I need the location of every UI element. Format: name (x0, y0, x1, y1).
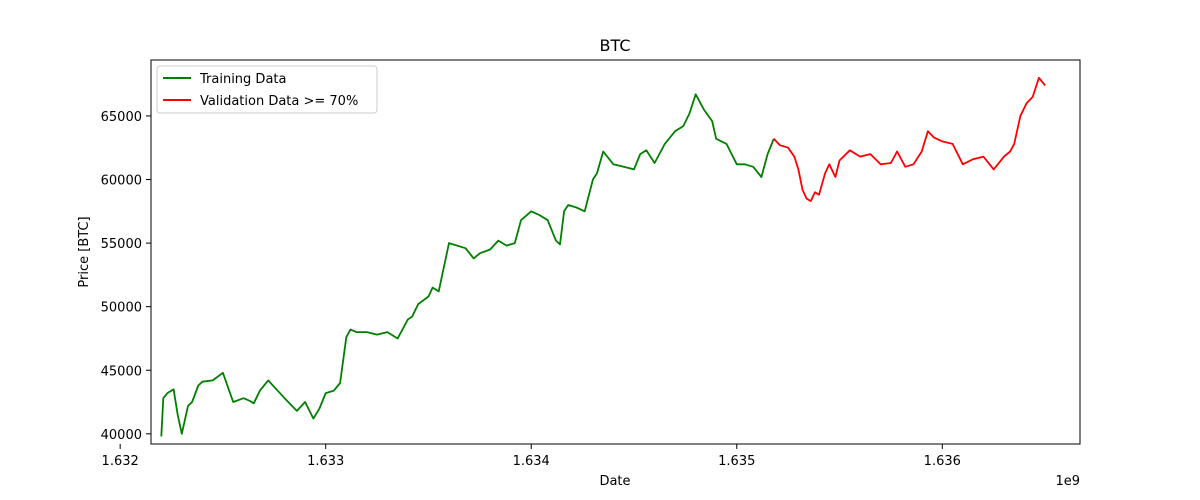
series-line-validation (773, 76, 1046, 203)
plot-frame (150, 59, 1081, 445)
legend-box (156, 65, 378, 114)
y-axis-title: Price [BTC] (77, 216, 92, 287)
x-axis: 1.632 1.633 1.634 1.635 1.636 (102, 444, 961, 469)
x-tick-label: 1.635 (718, 454, 755, 469)
x-tick-label: 1.632 (102, 454, 139, 469)
legend-label-training: Training Data (199, 72, 286, 87)
y-tick-label: 45000 (101, 364, 142, 379)
x-tick-label: 1.634 (513, 454, 550, 469)
x-axis-offset-label: 1e9 (1055, 474, 1080, 489)
y-tick-label: 40000 (101, 428, 142, 443)
x-axis-title: Date (599, 474, 630, 489)
y-tick-label: 60000 (101, 174, 142, 189)
x-tick-label: 1.636 (924, 454, 961, 469)
series-line-training (160, 93, 775, 437)
x-tick-label: 1.633 (307, 454, 344, 469)
legend: Training Data Validation Data >= 70% (156, 65, 378, 114)
y-tick-label: 50000 (101, 301, 142, 316)
y-tick-label: 55000 (101, 237, 142, 252)
chart-title: BTC (600, 36, 631, 55)
plot-area (160, 76, 1046, 437)
legend-label-validation: Validation Data >= 70% (200, 94, 358, 109)
y-tick-label: 65000 (101, 110, 142, 125)
y-axis: 40000 45000 50000 55000 60000 65000 (101, 110, 151, 443)
